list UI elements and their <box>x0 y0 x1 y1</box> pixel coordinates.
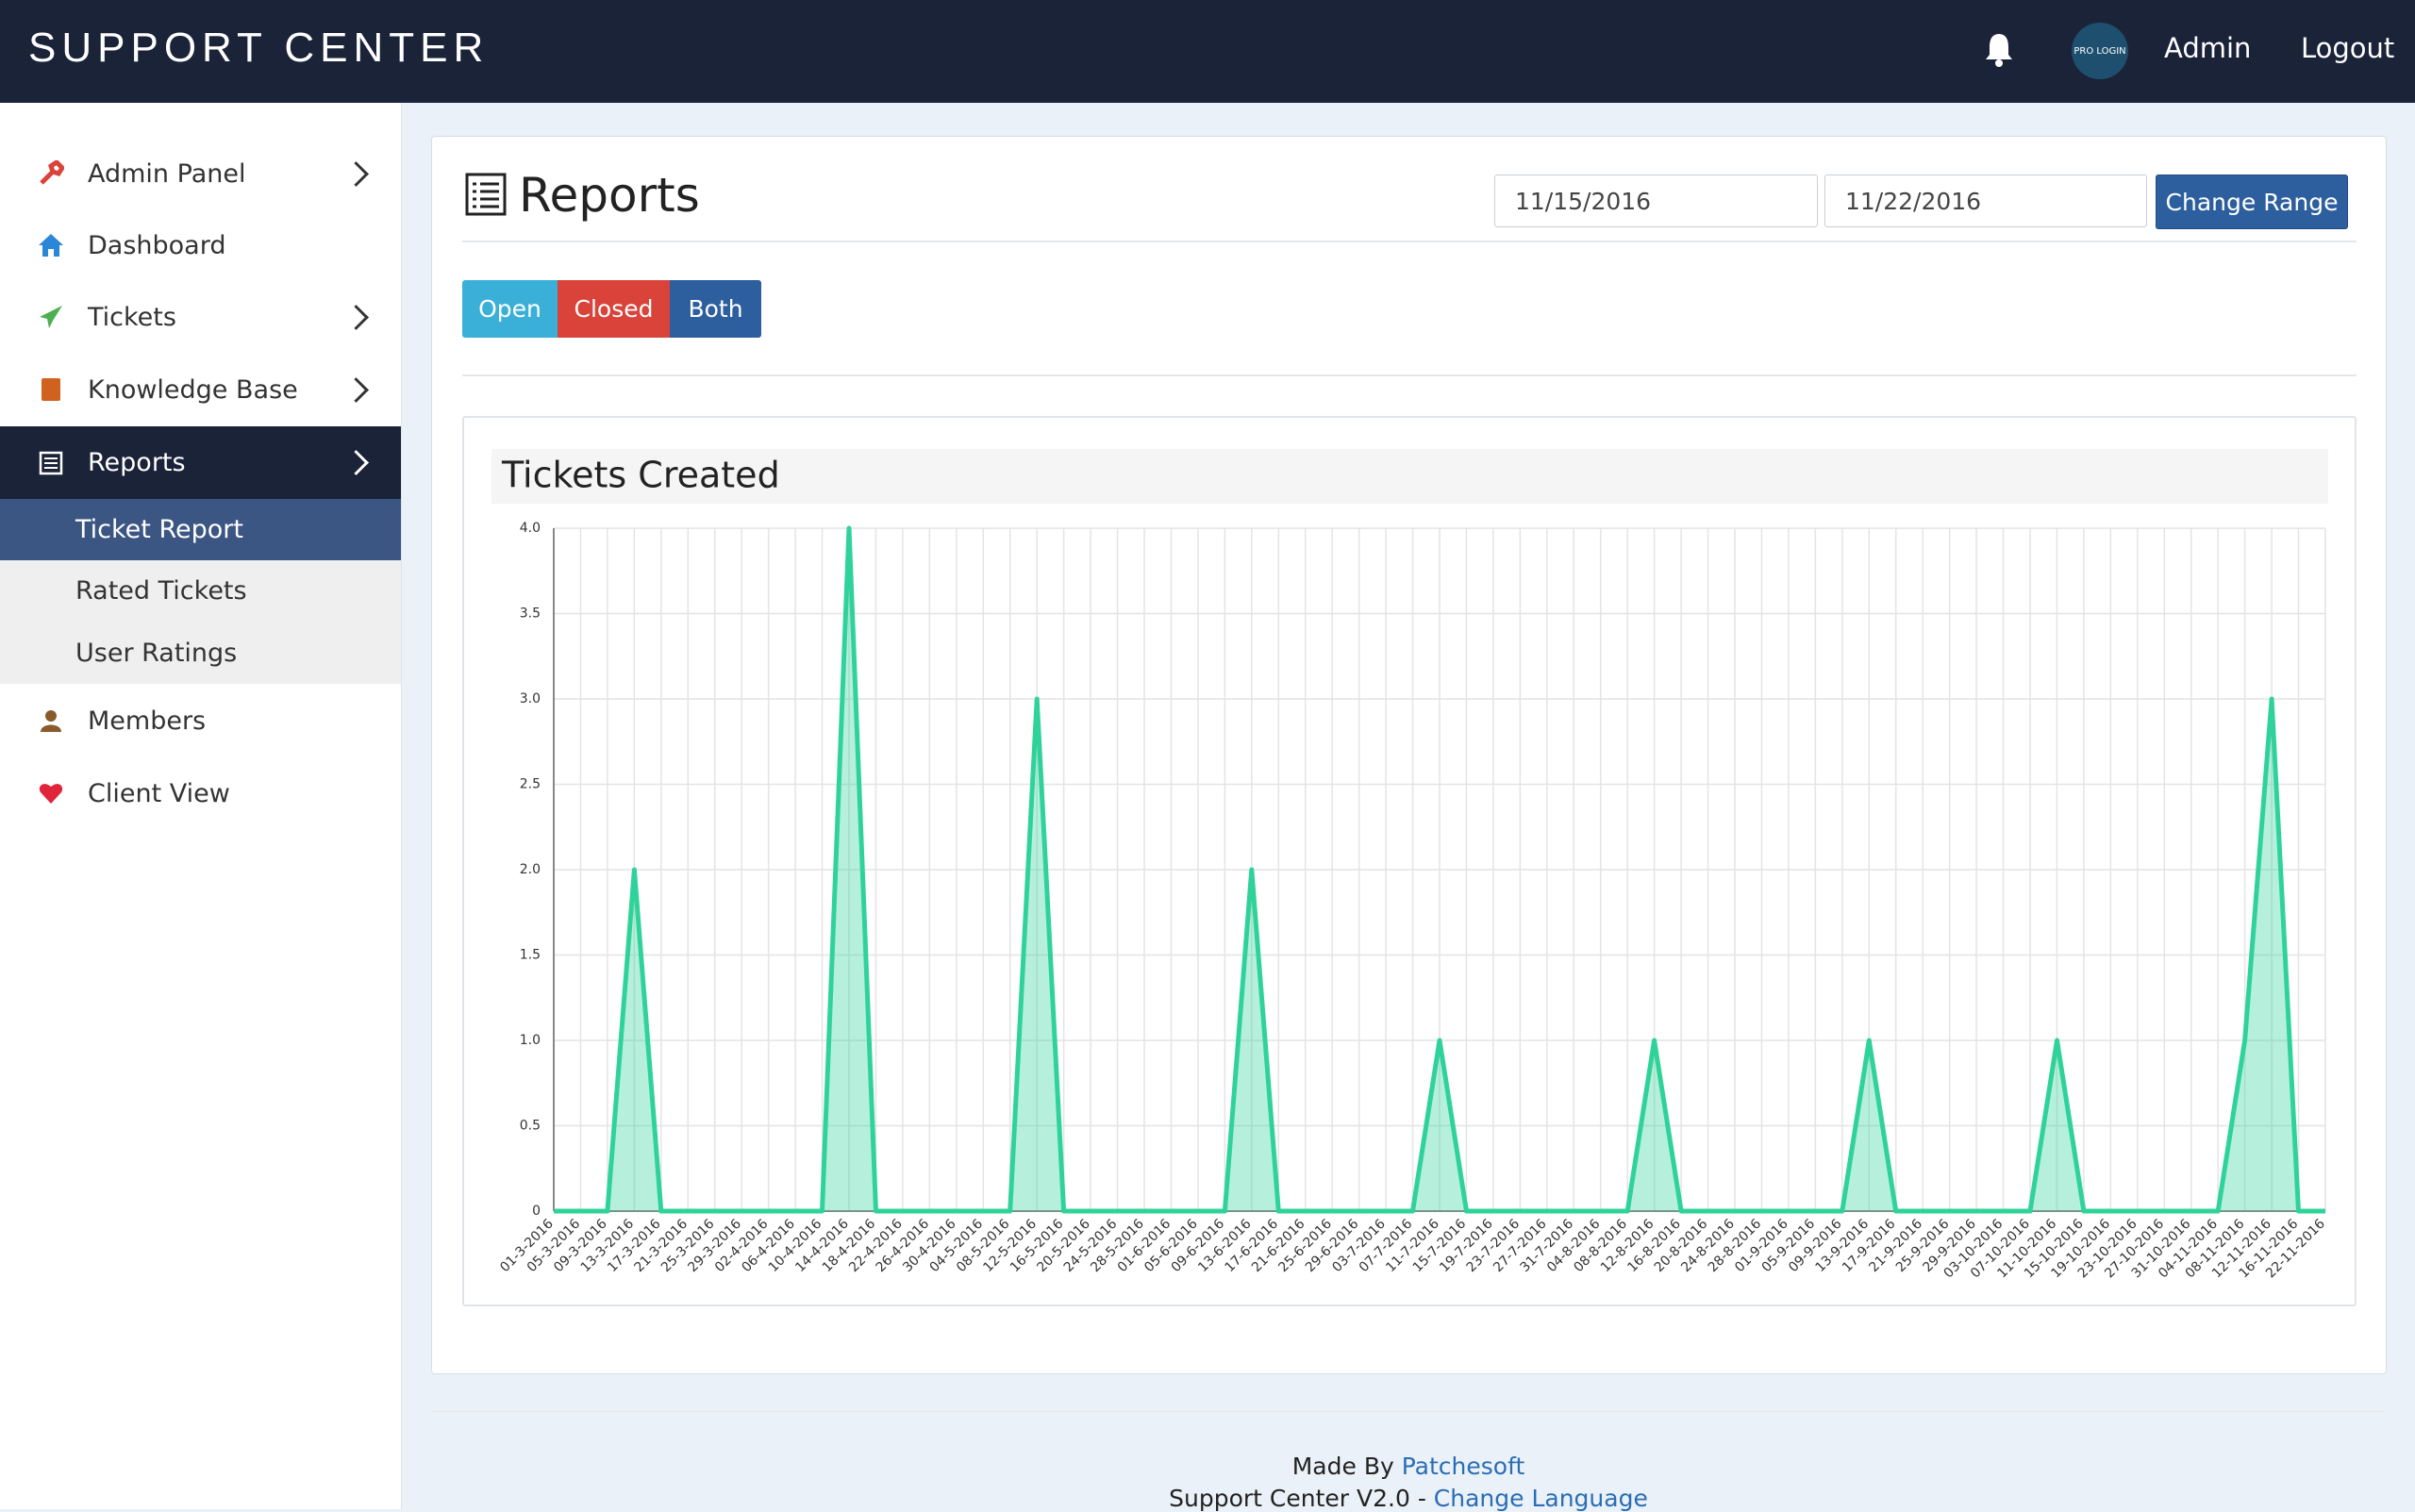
nav-label: Admin Panel <box>88 158 246 189</box>
nav-label: Client View <box>88 778 230 808</box>
nav-item[interactable]: Dashboard <box>0 217 401 274</box>
filter-open[interactable]: Open <box>462 280 558 338</box>
change-range-button[interactable]: Change Range <box>2156 174 2348 229</box>
y-tick-label: 0.5 <box>520 1119 541 1134</box>
footer-line: Support Center V2.0 - Change Language <box>402 1485 2415 1512</box>
y-tick-label: 3.0 <box>520 691 541 706</box>
subnav-label: Rated Tickets <box>75 576 247 606</box>
chart-title: Tickets Created <box>501 455 780 496</box>
notification-bell[interactable] <box>1984 32 2014 68</box>
nav-label: Dashboard <box>88 230 226 260</box>
language-link[interactable]: Change Language <box>1433 1485 1648 1512</box>
nav-label: Reports <box>88 448 186 477</box>
footer-text: Support Center V2.0 - <box>1169 1485 1426 1512</box>
chart: Tickets Created 0 0.5 1.0 1.5 2.0 2.5 3.0 3.5 4.… <box>462 416 2357 1306</box>
y-tick-label: 2.0 <box>520 862 541 877</box>
y-tick-label: 1.5 <box>520 948 541 963</box>
nav-item[interactable]: Client View <box>0 765 401 822</box>
divider <box>462 241 2357 242</box>
subnav-label: Ticket Report <box>75 515 243 544</box>
subnav-item[interactable]: Rated Tickets <box>0 560 401 622</box>
nav-item[interactable]: Tickets <box>0 289 401 345</box>
nav-label: Members <box>88 706 207 736</box>
y-tick-label: 4.0 <box>520 521 541 536</box>
nav-item-active[interactable]: Reports <box>0 426 401 499</box>
date-to-input[interactable]: 11/22/2016 <box>1824 174 2147 227</box>
footer-line: Made By Patchesoft <box>402 1453 2415 1480</box>
logout[interactable]: Logout <box>2301 32 2395 64</box>
pro-badge[interactable]: PRO LOGIN <box>2072 23 2128 79</box>
y-tick-label: 2.5 <box>520 777 541 792</box>
divider <box>462 374 2357 376</box>
reports-icon <box>465 173 507 216</box>
author-link[interactable]: Patchesoft <box>1401 1453 1525 1480</box>
date-from-input[interactable]: 11/15/2016 <box>1494 174 1818 227</box>
brand[interactable]: SUPPORT CENTER <box>28 25 490 71</box>
filter-closed[interactable]: Closed <box>558 280 670 338</box>
nav-label: Tickets <box>88 302 176 332</box>
footer-text: Made By <box>1291 1453 1394 1480</box>
area <box>554 528 2325 1211</box>
chart-title-bar <box>491 449 2328 504</box>
top-bar: SUPPORT CENTER PRO LOGIN Admin Logout <box>0 0 2415 103</box>
nav-item[interactable]: Knowledge Base <box>0 361 401 418</box>
subnav-item[interactable]: User Ratings <box>0 622 401 684</box>
nav-item[interactable]: Members <box>0 692 401 749</box>
sidebar: Admin Panel Dashboard Tickets Knowledge … <box>0 103 402 1509</box>
user-name[interactable]: Admin <box>2164 32 2252 64</box>
y-tick-label: 3.5 <box>520 606 541 622</box>
nav-label: Knowledge Base <box>88 374 298 405</box>
divider <box>431 1411 2385 1412</box>
nav-item[interactable]: Admin Panel <box>0 145 401 202</box>
subnav-item-active[interactable]: Ticket Report <box>0 499 401 560</box>
line <box>554 525 2325 1214</box>
page-title: Reports <box>519 168 700 223</box>
y-tick-label: 0 <box>532 1204 541 1219</box>
filter-both[interactable]: Both <box>670 280 761 338</box>
y-tick-label: 1.0 <box>520 1033 541 1048</box>
subnav-label: User Ratings <box>75 638 238 668</box>
